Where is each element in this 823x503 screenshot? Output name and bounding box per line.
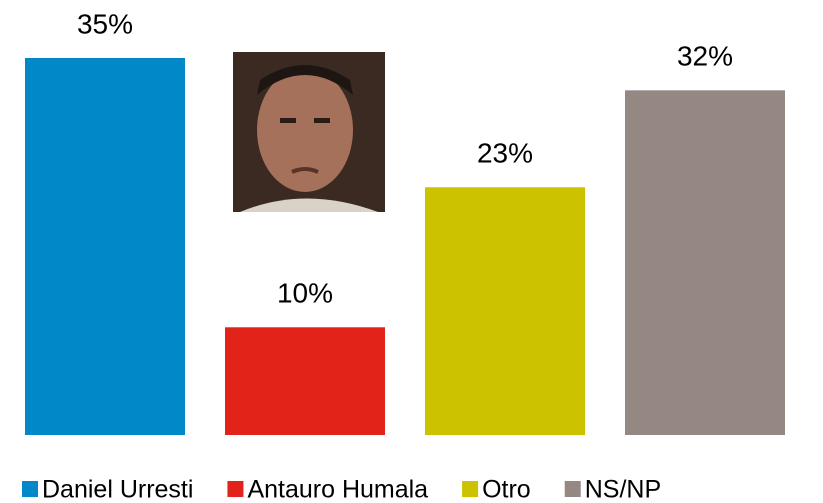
legend-label: Daniel Urresti [42,476,193,503]
bar [425,187,585,435]
bar [25,58,185,435]
legend-swatch [564,481,581,497]
legend-label: NS/NP [585,476,661,503]
legend-swatch [462,481,479,497]
value-label: 23% [477,138,533,169]
value-label: 35% [77,8,133,39]
bar [625,90,785,436]
legend-swatch [22,481,38,497]
legend-label: Otro [482,476,531,503]
value-label: 32% [677,41,733,72]
bar [225,327,385,435]
legend-swatch [227,481,244,497]
legend: Daniel Urresti Antauro Humala Otro NS/NP [22,476,661,503]
legend-label: Antauro Humala [247,476,428,503]
photo [233,52,385,212]
value-label: 10% [277,278,333,309]
